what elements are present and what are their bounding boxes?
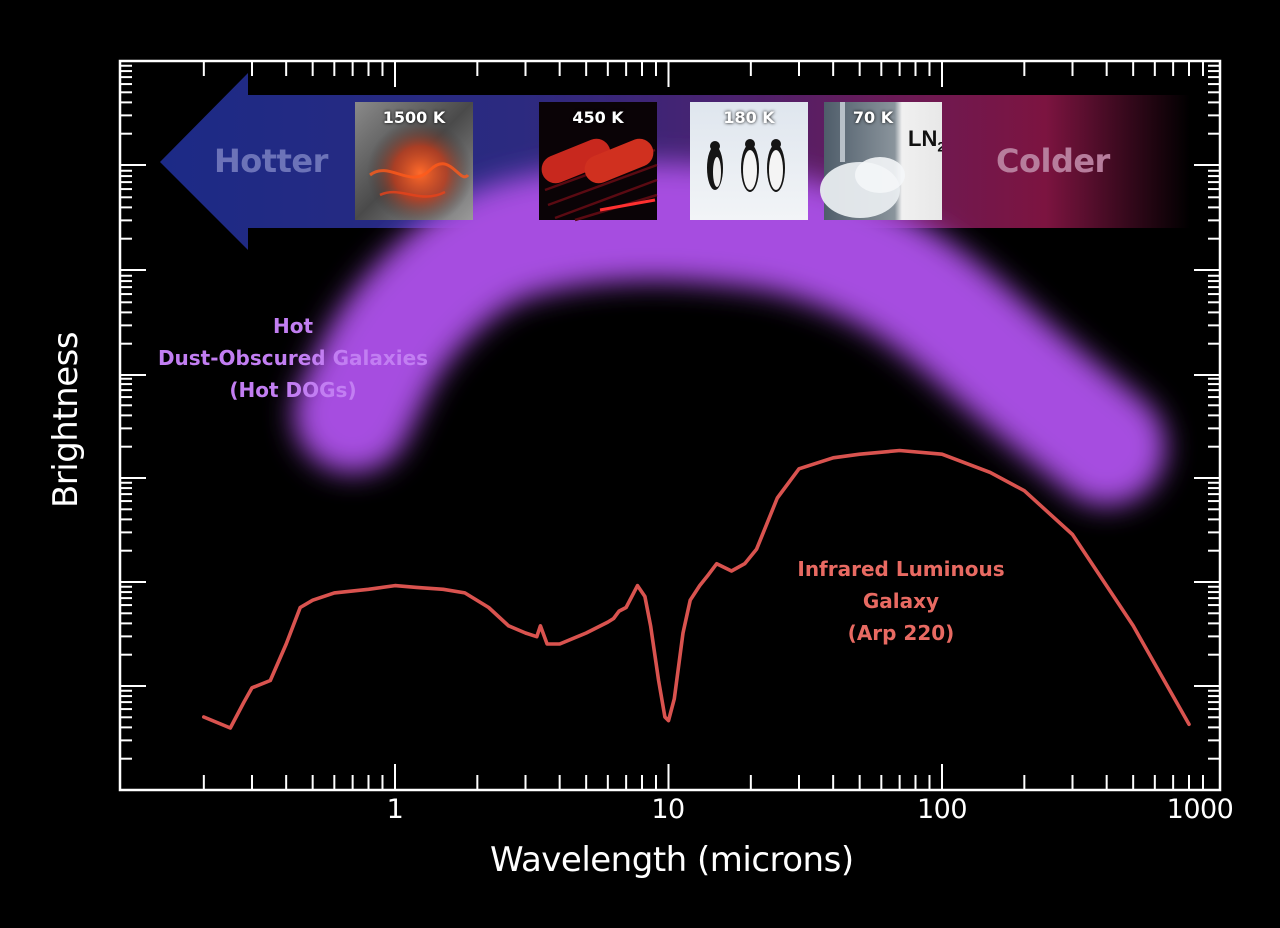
arp220-line1: Infrared Luminous	[797, 557, 1005, 581]
hot-dogs-annotation: Hot Dust-Obscured Galaxies (Hot DOGs)	[140, 310, 446, 406]
x-tick-1000: 1000	[1166, 794, 1234, 825]
hot-dogs-line1: Hot	[272, 314, 314, 338]
hot-dogs-line2: Dust-Obscured Galaxies	[157, 346, 429, 370]
thumbnail-1500k: 1500 K	[355, 102, 473, 220]
arp220-spectrum-line	[202, 448, 1191, 730]
colder-label: Colder	[996, 142, 1110, 180]
x-tick-100: 100	[916, 794, 968, 825]
thumbnail-lava	[355, 102, 473, 220]
arp220-line2: Galaxy	[862, 589, 940, 613]
y-axis-title: Brightness	[46, 331, 86, 509]
arp220-line3: (Arp 220)	[847, 621, 955, 645]
temp-label-70k: 70 K	[852, 108, 894, 127]
hot-dogs-line3: (Hot DOGs)	[229, 378, 357, 402]
temp-label-180k: 180 K	[723, 108, 775, 127]
arp220-annotation: Infrared Luminous Galaxy (Arp 220)	[770, 553, 1032, 649]
thumbnail-penguins	[690, 102, 808, 220]
thumbnail-180k: 180 K	[690, 102, 808, 220]
x-tick-10: 10	[651, 794, 685, 825]
plot-frame	[118, 59, 1222, 792]
ln2-tag: LN2	[908, 126, 942, 155]
axis-ticks	[120, 61, 1220, 790]
hot-dogs-band	[293, 162, 1166, 506]
thumbnail-sausages	[539, 102, 658, 222]
thumbnail-450k: 450 K	[539, 102, 657, 220]
x-tick-1: 1	[386, 794, 404, 825]
x-axis-title: Wavelength (microns)	[490, 840, 854, 880]
thumbnail-70k: 70 K LN2	[824, 102, 942, 220]
temp-label-450k: 450 K	[572, 108, 624, 127]
hotter-label: Hotter	[214, 142, 328, 180]
thumbnail-liquid-nitrogen	[820, 102, 942, 220]
temp-label-1500k: 1500 K	[382, 108, 446, 127]
